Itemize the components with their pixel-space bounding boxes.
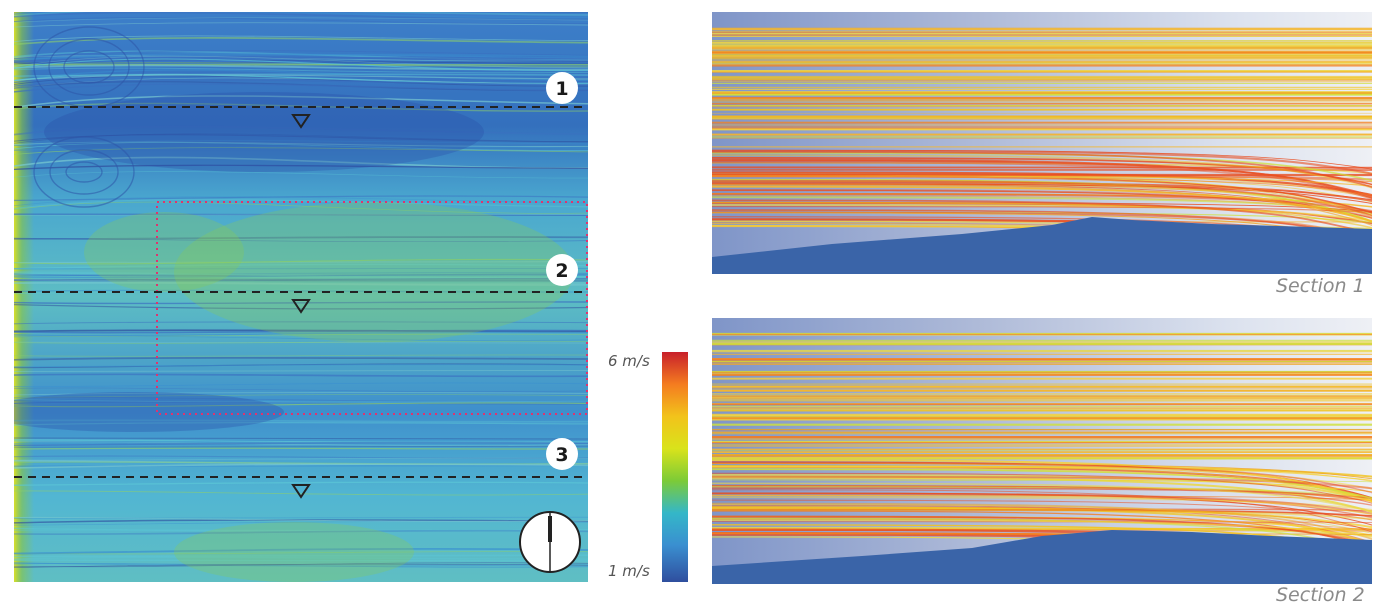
section-number-1: 1 [555,78,568,100]
plan-view-svg: 1 2 3 [14,12,588,582]
section-badge-2: 2 [546,254,578,286]
colorbar-svg [662,352,688,582]
plan-velocity-patch [174,202,574,342]
north-arrow-icon [520,512,580,572]
plan-velocity-patch [174,522,414,582]
section-1-view [712,12,1372,274]
colorbar-gradient [662,352,688,582]
colorbar-min-label: 1 m/s [608,562,650,580]
section-badge-3: 3 [546,438,578,470]
section-number-3: 3 [555,444,568,466]
velocity-colorbar [662,352,688,582]
colorbar-max-label: 6 m/s [608,352,650,370]
plan-view-streamlines: 1 2 3 [14,12,588,582]
section-2-svg [712,318,1372,584]
section-2-caption: Section 2 [1276,584,1365,606]
section-badge-1: 1 [546,72,578,104]
inflow-edge [14,12,34,582]
section-1-caption: Section 1 [1276,275,1365,297]
section-number-2: 2 [555,260,568,282]
plan-velocity-patch [84,212,244,292]
section-2-view [712,318,1372,584]
section-1-svg [712,12,1372,274]
